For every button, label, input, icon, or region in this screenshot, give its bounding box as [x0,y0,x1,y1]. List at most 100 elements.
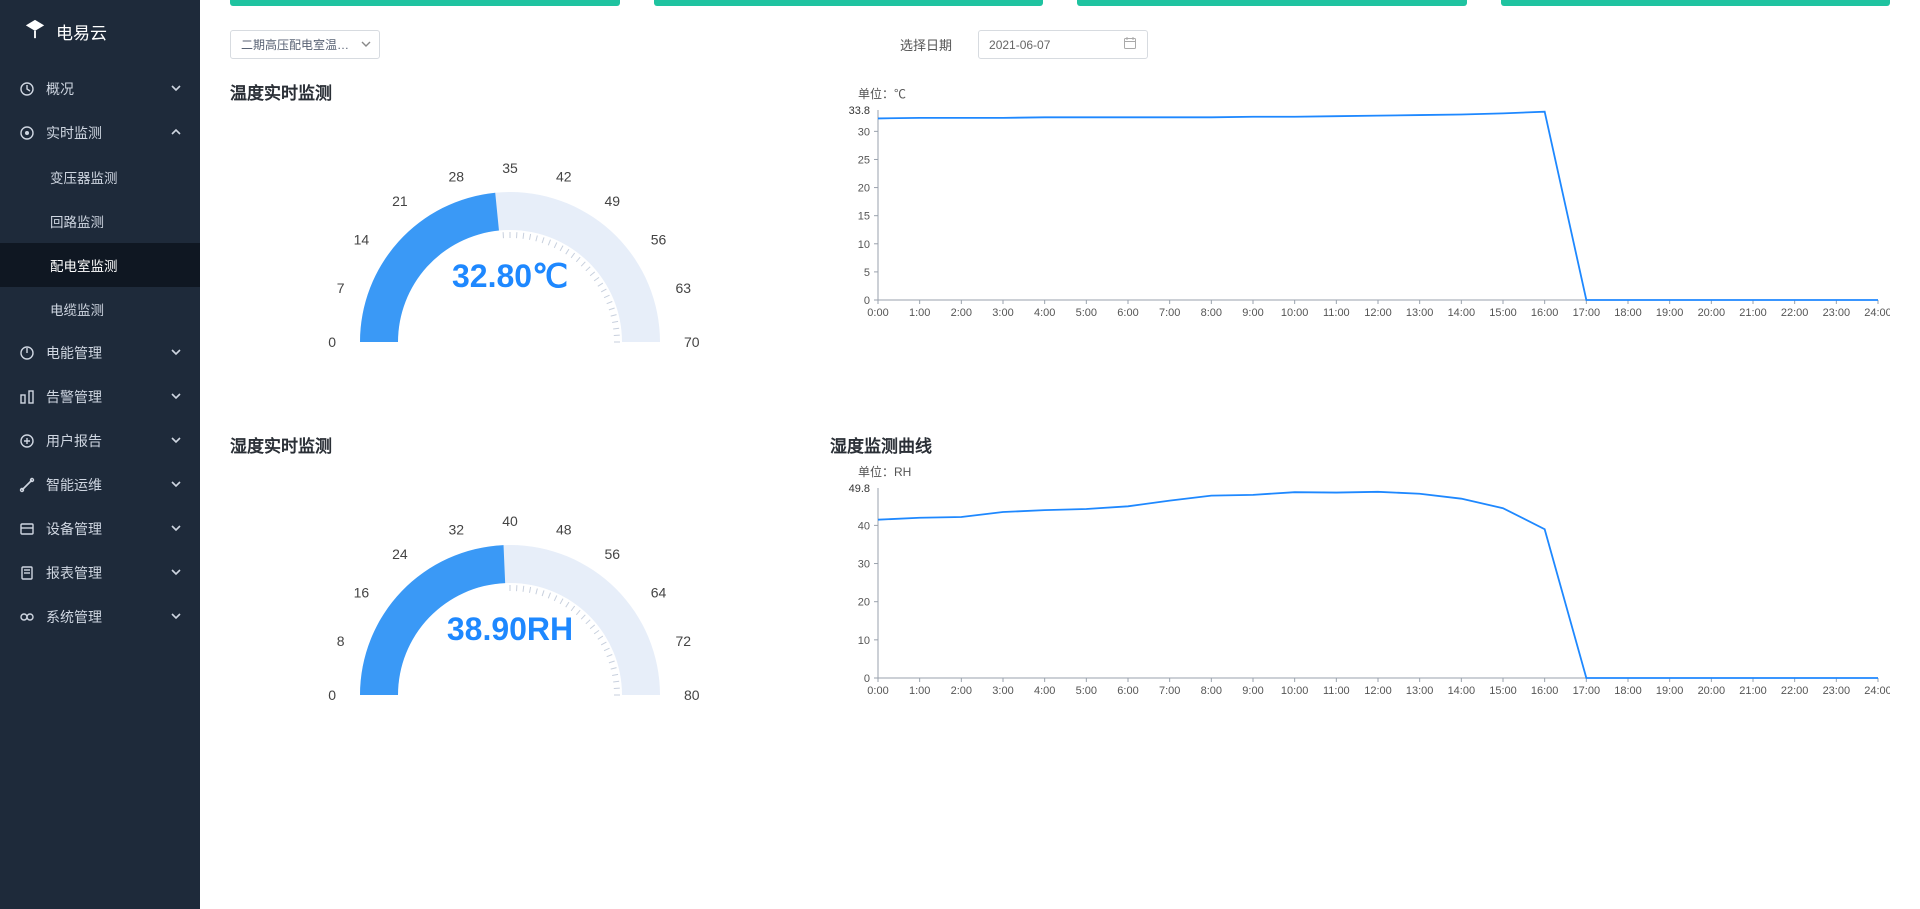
svg-text:56: 56 [604,546,620,562]
nav-sub-item[interactable]: 配电室监测 [0,243,200,287]
svg-text:30: 30 [858,126,870,138]
sheet-icon [18,565,36,581]
svg-text:0: 0 [328,334,336,350]
svg-text:24:00: 24:00 [1864,307,1890,319]
date-picker[interactable]: 2021-06-07 [978,30,1148,59]
nav-item-system[interactable]: 系统管理 [0,595,200,639]
svg-text:15: 15 [858,211,870,223]
svg-text:42: 42 [556,169,572,185]
svg-text:2:00: 2:00 [951,685,972,697]
brand-logo-icon [24,18,46,45]
sidebar: 电易云 概况实时监测变压器监测回路监测配电室监测电缆监测电能管理告警管理用户报告… [0,0,200,909]
accent-bar [654,0,1044,6]
calendar-icon [1123,36,1137,53]
nav-item-device[interactable]: 设备管理 [0,507,200,551]
svg-text:18:00: 18:00 [1614,307,1642,319]
svg-text:22:00: 22:00 [1781,685,1809,697]
svg-text:0: 0 [864,673,870,685]
svg-text:30: 30 [858,559,870,571]
humid-gauge: 0816243240485664728038.90RH [290,465,730,745]
svg-text:1:00: 1:00 [909,307,930,319]
nav-item-tools[interactable]: 智能运维 [0,463,200,507]
svg-text:19:00: 19:00 [1656,685,1684,697]
nav-item-power[interactable]: 电能管理 [0,331,200,375]
svg-text:25: 25 [858,154,870,166]
chevron-down-icon [170,345,182,361]
nav-item-label: 智能运维 [46,475,170,495]
svg-text:20: 20 [858,183,870,195]
svg-text:5:00: 5:00 [1076,307,1097,319]
svg-text:16: 16 [354,585,370,601]
svg-text:7:00: 7:00 [1159,685,1180,697]
svg-text:9:00: 9:00 [1242,685,1263,697]
chevron-up-icon [170,125,182,141]
svg-text:56: 56 [651,232,667,248]
svg-text:15:00: 15:00 [1489,307,1517,319]
nav-item-label: 实时监测 [46,123,170,143]
svg-text:2:00: 2:00 [951,307,972,319]
nav-item-alarm[interactable]: 告警管理 [0,375,200,419]
svg-text:13:00: 13:00 [1406,307,1434,319]
accent-bar [1077,0,1467,6]
humid-chart-panel: 湿度监测曲线 单位：RH 01020304049.80:001:002:003:… [830,432,1890,745]
svg-text:17:00: 17:00 [1573,685,1601,697]
svg-text:24: 24 [392,546,408,562]
nav-item-monitor[interactable]: 实时监测 [0,111,200,155]
monitor-icon [18,125,36,141]
nav-item-overview[interactable]: 概况 [0,67,200,111]
nav-item-report[interactable]: 用户报告 [0,419,200,463]
chevron-down-icon [170,609,182,625]
svg-text:13:00: 13:00 [1406,685,1434,697]
temp-chart-panel: 单位：℃ 05101520253033.80:001:002:003:004:0… [830,79,1890,392]
tools-icon [18,477,36,493]
room-select[interactable]: 二期高压配电室温湿度 [230,30,380,59]
svg-text:72: 72 [675,633,691,649]
report-icon [18,433,36,449]
svg-text:6:00: 6:00 [1117,307,1138,319]
svg-text:24:00: 24:00 [1864,685,1890,697]
nav-item-sheet[interactable]: 报表管理 [0,551,200,595]
svg-text:10:00: 10:00 [1281,685,1309,697]
humid-chart-unit: 单位：RH [858,463,1890,480]
svg-text:21:00: 21:00 [1739,685,1767,697]
humid-line-chart: 01020304049.80:001:002:003:004:005:006:0… [830,482,1890,702]
svg-text:80: 80 [684,687,700,703]
device-icon [18,521,36,537]
svg-text:15:00: 15:00 [1489,685,1517,697]
date-picker-value: 2021-06-07 [989,38,1050,52]
svg-text:48: 48 [556,522,572,538]
chevron-down-icon [170,433,182,449]
svg-text:35: 35 [502,160,518,176]
brand-name: 电易云 [56,19,107,44]
svg-text:23:00: 23:00 [1823,685,1851,697]
svg-text:20:00: 20:00 [1698,685,1726,697]
power-icon [18,345,36,361]
nav-sub-item[interactable]: 电缆监测 [0,287,200,331]
humid-gauge-title: 湿度实时监测 [230,432,790,457]
nav-item-label: 用户报告 [46,431,170,451]
svg-text:21:00: 21:00 [1739,307,1767,319]
svg-text:22:00: 22:00 [1781,307,1809,319]
humid-chart-title: 湿度监测曲线 [830,432,1890,457]
chevron-down-icon [361,38,371,52]
svg-text:14:00: 14:00 [1448,307,1476,319]
svg-text:49: 49 [604,193,620,209]
svg-text:64: 64 [651,585,667,601]
svg-text:0: 0 [328,687,336,703]
svg-text:1:00: 1:00 [909,685,930,697]
svg-text:14: 14 [354,232,370,248]
nav-sub-item[interactable]: 回路监测 [0,199,200,243]
accent-bar [1501,0,1891,6]
main: 二期高压配电室温湿度 选择日期 2021-06-07 温度实时监测 071421… [200,0,1920,909]
system-icon [18,609,36,625]
svg-text:5:00: 5:00 [1076,685,1097,697]
nav-sub-item[interactable]: 变压器监测 [0,155,200,199]
svg-text:19:00: 19:00 [1656,307,1684,319]
svg-text:28: 28 [448,169,464,185]
svg-text:21: 21 [392,193,408,209]
svg-text:0:00: 0:00 [867,685,888,697]
temp-chart-unit: 单位：℃ [858,85,1890,102]
temp-gauge: 0714212835424956637032.80℃ [290,112,730,392]
temp-gauge-panel: 温度实时监测 0714212835424956637032.80℃ [230,79,790,392]
svg-text:16:00: 16:00 [1531,307,1559,319]
